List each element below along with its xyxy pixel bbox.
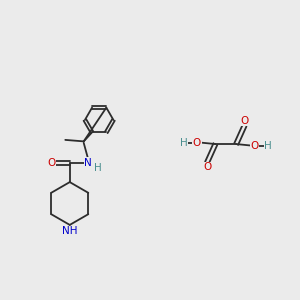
Text: NH: NH bbox=[62, 226, 77, 236]
Text: O: O bbox=[47, 158, 56, 168]
Text: N: N bbox=[84, 158, 92, 168]
Text: O: O bbox=[193, 138, 201, 148]
Text: O: O bbox=[250, 140, 259, 151]
Text: H: H bbox=[264, 140, 272, 151]
Text: O: O bbox=[203, 162, 211, 172]
Text: H: H bbox=[180, 138, 188, 148]
Text: O: O bbox=[240, 116, 249, 126]
Text: H: H bbox=[94, 163, 102, 173]
